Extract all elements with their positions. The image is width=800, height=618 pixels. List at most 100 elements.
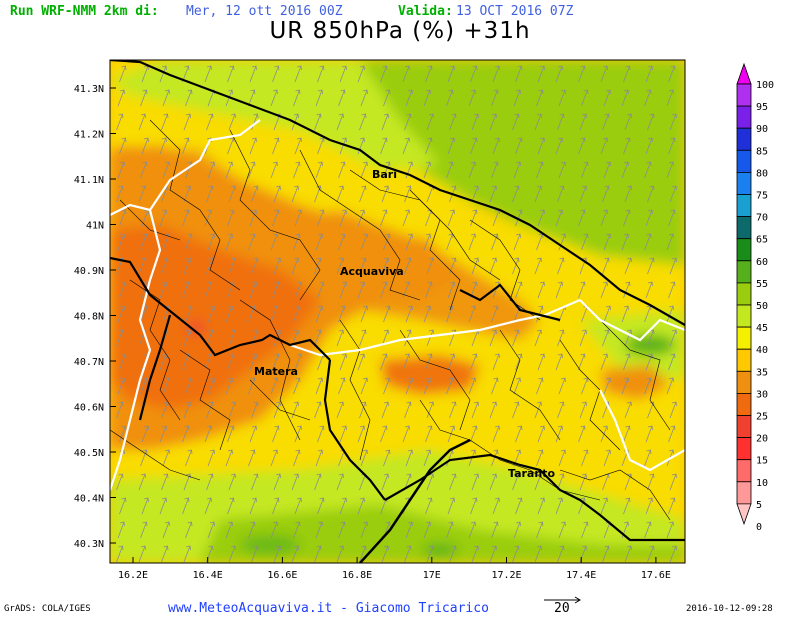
wind-arrow — [666, 377, 674, 395]
wind-arrow — [161, 473, 169, 491]
wind-arrow — [579, 185, 587, 203]
wind-arrow — [512, 257, 520, 275]
lon-tick-label: 16.2E — [118, 570, 148, 581]
wind-arrow — [645, 137, 653, 155]
wind-arrow — [207, 521, 215, 539]
wind-arrow — [623, 353, 631, 371]
wind-arrow — [668, 353, 676, 371]
wind-arrow — [336, 185, 344, 203]
wind-arrow — [359, 113, 367, 131]
wind-arrow — [359, 401, 367, 419]
wind-arrow — [117, 161, 125, 179]
wind-arrow — [645, 209, 653, 227]
wind-arrow — [228, 473, 236, 491]
run-label: Run WRF-NMM 2km di: — [10, 4, 159, 19]
wind-arrow — [621, 89, 629, 107]
wind-arrow — [119, 281, 127, 299]
lon-tick-label: 16.8E — [342, 570, 372, 581]
wind-arrow — [536, 449, 544, 467]
wind-arrow — [405, 305, 413, 323]
wind-arrow — [207, 233, 215, 251]
wind-arrow — [381, 113, 389, 131]
wind-arrow — [668, 425, 676, 443]
wind-arrow — [119, 137, 127, 155]
colorbar-label: 0 — [756, 522, 762, 533]
wind-arrow — [471, 401, 479, 419]
wind-arrow — [537, 425, 545, 443]
wind-arrow — [273, 185, 281, 203]
wind-arrow — [317, 65, 325, 83]
wind-arrow — [294, 497, 302, 515]
wind-arrow — [405, 161, 413, 179]
wind-arrow — [512, 401, 520, 419]
wind-arrow — [359, 257, 367, 275]
city-label-acquaviva: Acquaviva — [340, 265, 404, 278]
wind-arrow — [423, 377, 431, 395]
wind-arrow — [645, 353, 653, 371]
wind-arrow — [537, 209, 545, 227]
wind-arrow — [336, 473, 344, 491]
wind-arrow — [338, 89, 346, 107]
wind-arrow — [578, 281, 586, 299]
wind-arrow — [669, 329, 677, 347]
wind-arrow — [272, 353, 280, 371]
wind-arrow — [558, 233, 566, 251]
lat-tick-label: 40.7N — [74, 357, 104, 368]
wind-arrow — [602, 113, 610, 131]
wind-arrow — [603, 377, 611, 395]
run-date: Mer, 12 ott 2016 00Z — [186, 4, 343, 19]
wind-arrow — [426, 329, 434, 347]
wind-arrow — [536, 377, 544, 395]
wind-arrow — [623, 137, 631, 155]
wind-arrow — [380, 65, 388, 83]
wind-arrow — [293, 449, 301, 467]
wind-arrow — [206, 401, 214, 419]
wind-arrow — [555, 209, 563, 227]
wind-arrow — [645, 281, 653, 299]
wind-arrow — [668, 281, 676, 299]
valid-label: Valida: — [398, 4, 453, 19]
colorbar-label: 100 — [756, 80, 774, 91]
colorbar-label: 30 — [756, 389, 768, 400]
wind-arrow — [336, 257, 344, 275]
lat-tick-label: 40.9N — [74, 266, 104, 277]
wind-arrow — [644, 521, 652, 539]
wind-arrow — [491, 449, 499, 467]
wind-arrow — [602, 329, 610, 347]
wind-arrow — [227, 65, 235, 83]
wind-arrow — [578, 425, 586, 443]
wind-arrow — [249, 65, 257, 83]
wind-arrow — [537, 497, 545, 515]
wind-arrow — [512, 329, 520, 347]
wind-arrow — [512, 473, 520, 491]
wind-arrow — [336, 545, 344, 563]
wind-arrow — [624, 185, 632, 203]
wind-arrow — [116, 329, 124, 347]
wind-arrow — [579, 113, 587, 131]
wind-arrow — [315, 449, 323, 467]
wind-arrow — [159, 209, 167, 227]
lat-tick-label: 41N — [86, 221, 104, 232]
wind-arrow — [183, 257, 191, 275]
wind-arrow — [405, 377, 413, 395]
wind-arrow — [668, 137, 676, 155]
wind-arrow — [402, 281, 410, 299]
wind-arrow — [621, 377, 629, 395]
wind-arrow — [183, 185, 191, 203]
colorbar-swatch — [736, 171, 752, 195]
wind-arrow — [555, 425, 563, 443]
wind-arrow — [381, 473, 389, 491]
wind-arrow — [471, 257, 479, 275]
wind-arrow — [489, 473, 497, 491]
wind-arrow — [117, 305, 125, 323]
wind-arrow — [423, 161, 431, 179]
lon-tick-label: 17.4E — [566, 570, 596, 581]
wind-arrow — [162, 449, 170, 467]
wind-arrow — [512, 113, 520, 131]
wind-arrow — [402, 353, 410, 371]
wind-arrow — [273, 545, 281, 563]
wind-arrow — [557, 545, 565, 563]
wind-arrow — [624, 113, 632, 131]
wind-arrow — [647, 113, 655, 131]
